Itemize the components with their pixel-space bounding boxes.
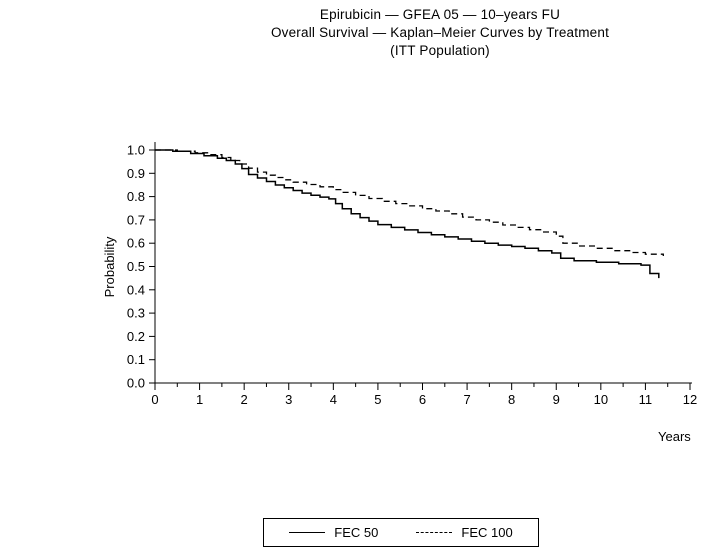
y-tick-label: 0.4	[127, 282, 145, 297]
series-line-fec-100	[155, 149, 664, 256]
x-tick-label: 11	[639, 392, 653, 407]
legend-label-fec100: FEC 100	[461, 525, 513, 540]
x-tick-label: 10	[594, 392, 608, 407]
x-tick-label: 2	[241, 392, 248, 407]
y-tick-label: 0.0	[127, 376, 145, 391]
series-line-fec-50	[155, 149, 660, 279]
chart-title: Epirubicin — GFEA 05 — 10–years FU	[319, 7, 561, 22]
legend-item-fec100: FEC 100	[416, 525, 513, 540]
y-tick-label: 0.6	[127, 236, 145, 251]
legend-label-fec50: FEC 50	[334, 525, 379, 540]
y-tick-label: 1.0	[127, 143, 145, 158]
x-tick-label: 7	[463, 392, 470, 407]
y-tick-label: 0.9	[127, 166, 145, 181]
chart-subtitle-population: (ITT Population)	[390, 43, 490, 58]
x-tick-label: 1	[196, 392, 203, 407]
y-tick-label: 0.5	[127, 259, 145, 274]
x-tick-label: 12	[683, 392, 697, 407]
y-tick-label: 0.2	[127, 329, 145, 344]
y-tick-label: 0.8	[127, 189, 145, 204]
legend-item-fec50: FEC 50	[289, 525, 378, 540]
x-tick-label: 5	[374, 392, 381, 407]
x-tick-label: 6	[419, 392, 426, 407]
x-tick-label: 3	[285, 392, 292, 407]
x-tick-label: 9	[553, 392, 560, 407]
title-block: Epirubicin — GFEA 05 — 10–years FU Overa…	[140, 6, 705, 60]
x-axis-label: Years	[658, 429, 691, 444]
y-tick-label: 0.7	[127, 212, 145, 227]
x-tick-label: 4	[330, 392, 337, 407]
chart-subtitle: Overall Survival — Kaplan–Meier Curves b…	[270, 25, 610, 40]
y-tick-label: 0.3	[127, 306, 145, 321]
y-tick-label: 0.1	[127, 352, 145, 367]
legend-box: FEC 50 FEC 100	[263, 518, 539, 547]
legend-solid-line-sample	[289, 532, 326, 533]
x-tick-label: 0	[151, 392, 158, 407]
legend-dashed-line-sample	[416, 532, 453, 533]
x-tick-label: 8	[508, 392, 515, 407]
